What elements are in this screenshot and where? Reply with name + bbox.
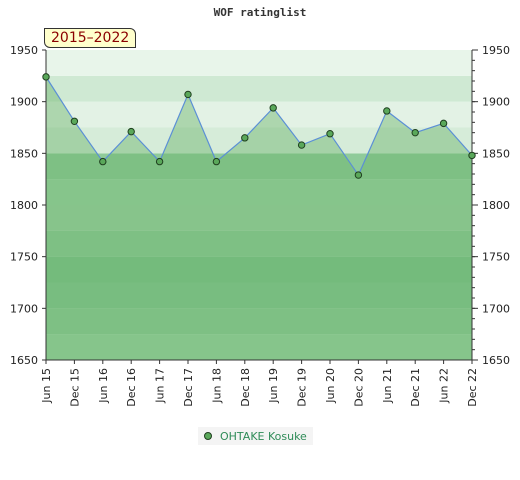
y-tick-label-left: 1900 (10, 96, 38, 109)
data-point (326, 130, 334, 138)
x-tick-label: Jun 21 (381, 368, 394, 404)
y-tick-label-left: 1700 (10, 302, 38, 315)
background-band (46, 256, 472, 283)
y-tick-label-left: 1800 (10, 199, 38, 212)
background-band (46, 282, 472, 309)
y-tick-label-right: 1700 (482, 302, 510, 315)
data-point (297, 141, 306, 149)
x-tick-label: Jun 19 (267, 368, 280, 404)
y-tick-label-left: 1850 (10, 147, 38, 160)
data-point (241, 134, 249, 142)
y-tick-label-right: 1800 (482, 199, 510, 212)
axes (42, 49, 478, 364)
tick-labels: 1650 1650 1700 1700 1750 1750 1800 1800 1850 1850… (10, 44, 510, 407)
data-point (411, 128, 419, 137)
y-tick-label-right: 1950 (482, 44, 510, 57)
x-tick-label: Dec 22 (466, 368, 479, 407)
y-tick-label-left: 1950 (10, 44, 38, 57)
data-point (70, 117, 79, 126)
series-line (45, 76, 473, 177)
background-band (46, 75, 472, 102)
area-layer (46, 76, 472, 360)
data-point (439, 119, 448, 128)
background-band (46, 153, 472, 180)
legend-marker-icon (204, 432, 212, 440)
x-tick-label: Dec 21 (409, 368, 422, 407)
background-band (46, 230, 472, 257)
x-tick-label: Jun 22 (438, 368, 451, 404)
x-tick-label: Dec 17 (182, 368, 195, 407)
x-tick-label: Jun 17 (154, 368, 167, 404)
x-tick-label: Dec 18 (239, 368, 252, 407)
x-tick-label: Dec 16 (125, 368, 138, 407)
series-marks (42, 73, 476, 179)
data-point (383, 107, 391, 115)
background-band (46, 334, 472, 360)
data-point (42, 73, 50, 81)
data-point (184, 90, 192, 99)
x-tick-label: Jun 16 (97, 368, 110, 404)
y-tick-label-right: 1900 (482, 96, 510, 109)
period-badge: 2015–2022 (44, 28, 137, 48)
background-band (46, 308, 472, 335)
data-point (155, 157, 164, 166)
y-tick-label-left: 1750 (10, 251, 38, 264)
x-tick-label: Dec 19 (296, 368, 309, 407)
data-point (99, 157, 107, 166)
x-tick-label: Dec 15 (68, 368, 81, 407)
background-band (46, 205, 472, 231)
background-bands (46, 50, 472, 360)
data-point (269, 104, 277, 112)
series-area (46, 76, 472, 360)
y-tick-label-left: 1650 (10, 354, 38, 367)
background-band (46, 127, 472, 154)
x-tick-label: Jun 20 (324, 368, 337, 404)
legend-label: OHTAKE Kosuke (220, 429, 307, 443)
background-band (46, 50, 472, 76)
x-tick-label: Dec 20 (352, 368, 365, 407)
x-tick-label: Jun 18 (210, 368, 223, 404)
y-tick-label-right: 1850 (482, 147, 510, 160)
background-band (46, 179, 472, 205)
data-point (212, 157, 221, 166)
x-tick-label: Jun 15 (40, 368, 53, 404)
y-tick-label-right: 1750 (482, 251, 510, 264)
chart-title: WOF ratinglist (213, 6, 307, 19)
data-point (468, 151, 476, 160)
y-tick-label-right: 1650 (482, 354, 510, 367)
data-point (127, 127, 135, 136)
data-point (354, 171, 363, 179)
legend[interactable]: OHTAKE Kosuke (198, 427, 313, 445)
